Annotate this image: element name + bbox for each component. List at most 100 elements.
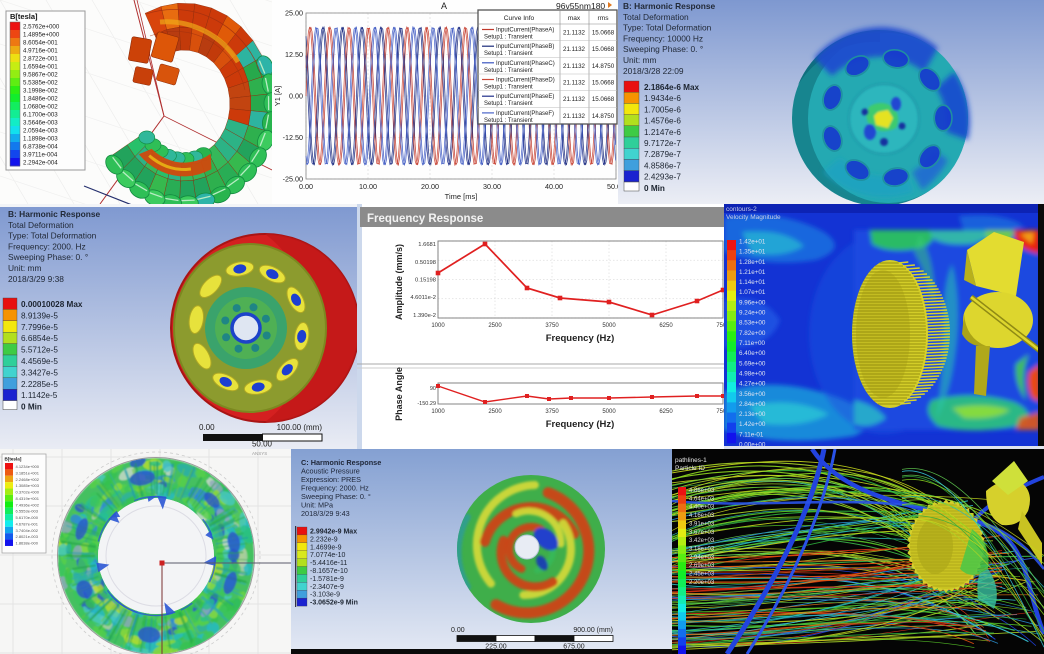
svg-text:9.96e+00: 9.96e+00 [739,299,766,306]
svg-text:Y1 [A]: Y1 [A] [273,86,282,106]
svg-text:100.00 (mm): 100.00 (mm) [277,423,323,432]
svg-text:2018/3/29 9:43: 2018/3/29 9:43 [301,509,350,518]
svg-text:3.9711e-004: 3.9711e-004 [23,151,58,158]
svg-text:Total Deformation: Total Deformation [8,220,74,230]
svg-text:Unit: mm: Unit: mm [8,263,42,273]
svg-text:1.7005e-6: 1.7005e-6 [644,105,681,114]
svg-text:6.5553e-003: 6.5553e-003 [16,509,39,514]
svg-text:50.00: 50.00 [607,182,618,191]
svg-text:InputCurrent(PhaseB): InputCurrent(PhaseB) [496,44,554,50]
svg-text:1.28e+01: 1.28e+01 [739,259,766,266]
svg-text:1.14e+01: 1.14e+01 [739,279,766,286]
svg-text:2.45e+03: 2.45e+03 [689,572,715,578]
svg-text:Type: Total Deformation: Type: Total Deformation [8,231,97,241]
svg-text:2.2942e-004: 2.2942e-004 [23,159,58,166]
svg-text:2.2468e+002: 2.2468e+002 [16,477,40,482]
svg-text:Setup1 : Transient: Setup1 : Transient [484,101,533,107]
svg-text:225.00: 225.00 [485,644,507,651]
svg-text:Unit: MPa: Unit: MPa [301,501,334,510]
svg-text:3.18e+03: 3.18e+03 [689,546,715,552]
svg-text:20.00: 20.00 [421,182,439,191]
svg-text:4.1234e+000: 4.1234e+000 [16,464,40,469]
svg-text:7.0774e-10: 7.0774e-10 [310,552,346,559]
svg-text:InputCurrent(PhaseE): InputCurrent(PhaseE) [496,94,554,100]
svg-text:0.00e+00: 0.00e+00 [739,442,766,449]
svg-text:InputCurrent(PhaseD): InputCurrent(PhaseD) [496,78,555,84]
svg-text:7500: 7500 [716,323,724,329]
svg-text:1.0680e-002: 1.0680e-002 [23,103,58,110]
svg-text:3750: 3750 [545,409,559,415]
svg-text:6.40e+00: 6.40e+00 [739,350,766,357]
svg-text:1.4895e+000: 1.4895e+000 [23,31,60,38]
svg-text:21.1132: 21.1132 [563,63,585,70]
svg-text:Frequency: 2000. Hz: Frequency: 2000. Hz [8,241,86,251]
svg-text:Setup1 : Transient: Setup1 : Transient [484,51,533,57]
svg-text:-1.5781e-9: -1.5781e-9 [310,576,344,583]
svg-text:0.00010028 Max: 0.00010028 Max [21,300,83,309]
svg-text:3.67e+03: 3.67e+03 [689,530,715,536]
svg-text:96v55nm180: 96v55nm180 [556,1,605,11]
svg-text:1.6594e-001: 1.6594e-001 [23,63,58,70]
svg-text:7.2879e-7: 7.2879e-7 [644,150,681,159]
svg-text:Setup1 : Transient: Setup1 : Transient [484,85,533,91]
svg-text:1.2147e-6: 1.2147e-6 [644,128,681,137]
svg-text:1.3085e+003: 1.3085e+003 [16,483,40,488]
svg-text:3.1998e-002: 3.1998e-002 [23,87,58,94]
svg-text:9.7172e-7: 9.7172e-7 [644,139,681,148]
svg-text:2.8021e-003: 2.8021e-003 [16,534,39,539]
svg-text:5.5385e-002: 5.5385e-002 [23,79,58,86]
svg-text:Frequency (Hz): Frequency (Hz) [546,333,615,344]
svg-text:1.4699e-9: 1.4699e-9 [310,544,342,551]
svg-text:8.4319e+001: 8.4319e+001 [16,496,40,501]
svg-text:3.42e+03: 3.42e+03 [689,538,715,544]
svg-text:4.86e+03: 4.86e+03 [689,488,715,494]
svg-text:Setup1 : Transient: Setup1 : Transient [484,35,533,41]
svg-text:1.21e+01: 1.21e+01 [739,269,766,276]
svg-text:0.3702e+000: 0.3702e+000 [16,490,40,495]
svg-text:1.6681: 1.6681 [418,242,436,248]
svg-text:2.1864e-6 Max: 2.1864e-6 Max [644,83,700,92]
svg-text:Amplitude (mm/s): Amplitude (mm/s) [394,244,404,320]
svg-text:C: Harmonic Response: C: Harmonic Response [301,458,381,467]
svg-text:1.42e+00: 1.42e+00 [739,421,766,428]
svg-text:3.1851e+001: 3.1851e+001 [16,470,40,475]
svg-text:900.00 (mm): 900.00 (mm) [573,627,613,634]
svg-text:15.0668: 15.0668 [592,96,615,103]
svg-text:21.1132: 21.1132 [563,96,585,103]
svg-text:rms: rms [598,15,610,22]
svg-text:2018/3/29 9:38: 2018/3/29 9:38 [8,274,64,284]
svg-text:1000: 1000 [431,323,445,329]
svg-text:7.82e+00: 7.82e+00 [739,330,766,337]
svg-text:2.232e-9: 2.232e-9 [310,536,338,543]
svg-text:0.00: 0.00 [451,627,465,634]
svg-text:8.53e+00: 8.53e+00 [739,320,766,327]
svg-text:-2.3407e-9: -2.3407e-9 [310,584,344,591]
svg-text:Curve Info: Curve Info [504,15,535,22]
svg-text:7.11e+00: 7.11e+00 [739,340,765,347]
svg-text:2.20e+03: 2.20e+03 [689,580,715,586]
svg-text:0.00: 0.00 [199,423,215,432]
svg-text:Type: Total Deformation: Type: Total Deformation [623,23,712,33]
svg-text:15.0668: 15.0668 [592,46,615,53]
svg-text:1.8638e-000: 1.8638e-000 [16,541,39,546]
svg-text:3.5646e-003: 3.5646e-003 [23,119,58,126]
svg-text:2500: 2500 [488,323,502,329]
svg-text:Total Deformation: Total Deformation [623,12,689,22]
svg-text:Acoustic Pressure: Acoustic Pressure [301,467,360,476]
svg-text:50.00: 50.00 [252,440,273,449]
svg-text:1.1898e-003: 1.1898e-003 [23,135,58,142]
svg-text:1.35e+01: 1.35e+01 [739,249,766,256]
svg-text:4.6787e-001: 4.6787e-001 [16,521,39,526]
svg-text:Phase Angle: Phase Angle [394,367,404,421]
svg-text:Frequency: 10000 Hz: Frequency: 10000 Hz [623,33,703,43]
svg-text:3750: 3750 [545,323,559,329]
svg-text:3.7404e-002: 3.7404e-002 [16,528,39,533]
svg-text:5.6170e-000: 5.6170e-000 [16,515,39,520]
svg-text:2.84e+00: 2.84e+00 [739,401,766,408]
svg-text:-12.50: -12.50 [283,133,303,142]
svg-text:0.50198: 0.50198 [415,260,436,266]
svg-text:3.3427e-5: 3.3427e-5 [21,368,58,377]
svg-text:4.6011e-2: 4.6011e-2 [410,295,436,301]
svg-text:Velocity Magnitude: Velocity Magnitude [726,214,781,221]
svg-text:21.1132: 21.1132 [563,80,585,87]
